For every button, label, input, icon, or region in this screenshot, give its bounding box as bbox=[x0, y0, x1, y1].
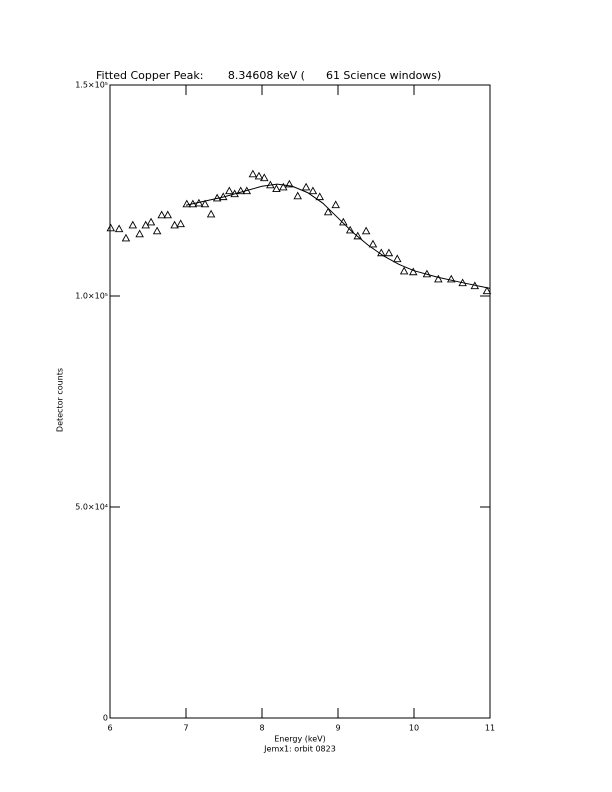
data-point bbox=[368, 239, 378, 248]
data-point bbox=[163, 210, 173, 219]
x-tick-label: 8 bbox=[259, 724, 264, 733]
data-point bbox=[458, 278, 467, 287]
data-point bbox=[128, 220, 138, 229]
data-point bbox=[408, 267, 418, 276]
data-point bbox=[323, 207, 333, 216]
data-point bbox=[345, 225, 355, 234]
data-point bbox=[135, 229, 144, 238]
data-point bbox=[339, 217, 348, 226]
data-point bbox=[384, 248, 394, 257]
data-point bbox=[106, 223, 116, 232]
data-point bbox=[212, 193, 222, 202]
data-point bbox=[225, 186, 234, 195]
data-point bbox=[279, 182, 288, 191]
data-point bbox=[170, 220, 179, 229]
data-point bbox=[230, 189, 239, 198]
y-tick-label: 1.0×10⁵ bbox=[75, 292, 108, 301]
data-point bbox=[121, 233, 131, 242]
chart-title: Fitted Copper Peak: 8.34608 keV ( 61 Sci… bbox=[96, 69, 441, 82]
data-point bbox=[482, 286, 492, 295]
data-point bbox=[377, 248, 386, 257]
data-point bbox=[248, 169, 258, 178]
data-point bbox=[236, 186, 245, 195]
data-point bbox=[315, 192, 325, 201]
data-point bbox=[399, 266, 409, 275]
x-tick-label: 10 bbox=[409, 724, 419, 733]
y-axis-label: Detector counts bbox=[56, 368, 65, 432]
data-point bbox=[470, 281, 480, 290]
data-point bbox=[206, 209, 216, 218]
data-point bbox=[218, 192, 228, 201]
x-tick-label: 7 bbox=[183, 724, 188, 733]
data-point bbox=[422, 269, 432, 278]
data-point bbox=[146, 217, 156, 226]
data-point bbox=[308, 186, 318, 195]
data-point bbox=[331, 200, 340, 209]
x-tick-label: 11 bbox=[485, 724, 495, 733]
data-point bbox=[200, 199, 210, 208]
data-point bbox=[361, 226, 371, 235]
data-point bbox=[114, 224, 124, 233]
x-tick-label: 6 bbox=[107, 724, 112, 733]
data-point bbox=[176, 219, 185, 228]
fit-line bbox=[185, 183, 491, 289]
data-point bbox=[446, 274, 456, 283]
data-point bbox=[353, 231, 363, 240]
footer: Jemx1: orbit 0823 bbox=[263, 745, 336, 754]
data-point bbox=[293, 191, 302, 200]
y-tick-label: 5.0×10⁴ bbox=[75, 503, 108, 512]
data-point bbox=[188, 199, 198, 208]
y-tick-label: 1.5×10⁵ bbox=[75, 81, 108, 90]
x-axis-label: Energy (keV) bbox=[274, 735, 326, 744]
data-point bbox=[266, 180, 275, 189]
data-point bbox=[393, 254, 402, 263]
data-point bbox=[254, 171, 264, 180]
data-point bbox=[157, 210, 166, 219]
data-point bbox=[434, 274, 443, 283]
data-point bbox=[285, 179, 294, 188]
data-point bbox=[152, 226, 162, 235]
x-tick-label: 9 bbox=[335, 724, 340, 733]
data-point bbox=[242, 186, 252, 195]
data-point bbox=[272, 184, 281, 193]
data-point bbox=[182, 199, 192, 208]
data-point bbox=[260, 173, 269, 182]
data-point bbox=[301, 182, 311, 191]
plot-frame bbox=[109, 84, 491, 719]
data-point bbox=[194, 198, 204, 207]
y-tick-label: 0 bbox=[103, 714, 108, 723]
